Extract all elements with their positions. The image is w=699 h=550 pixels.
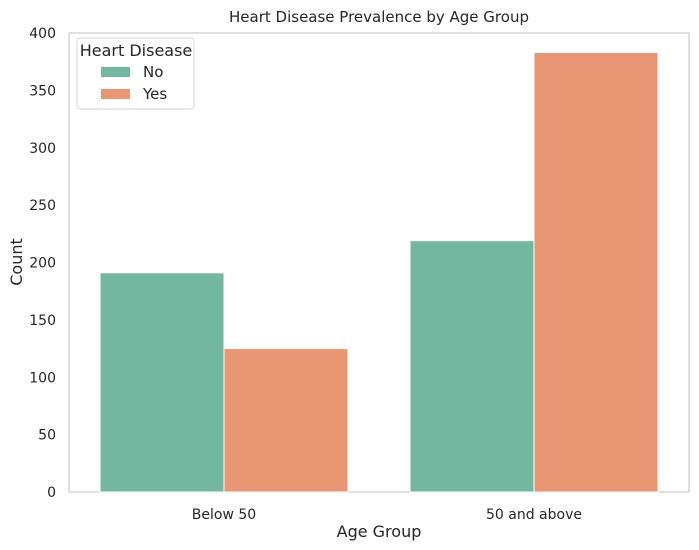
y-tick-label: 250 [29,198,56,214]
x-tick-label: 50 and above [486,507,582,523]
legend-items: No Yes [101,63,167,103]
y-tick-label: 100 [29,370,56,386]
bar-yes-0 [223,348,349,493]
x-axis-label: Age Group [337,522,422,541]
y-tick-label: 0 [47,485,56,501]
y-tick-label: 150 [29,313,56,329]
y-tick-label: 300 [29,141,56,157]
legend-swatch-no [101,67,130,77]
x-axis-ticks: Below 50 50 and above [192,507,582,523]
y-tick-label: 50 [38,428,56,444]
chart-title: Heart Disease Prevalence by Age Group [229,8,529,26]
x-tick-label: Below 50 [192,507,256,523]
y-tick-label: 200 [29,256,56,272]
bar-yes-1 [533,52,659,493]
y-axis-ticks: 0 50 100 150 200 250 300 350 400 [29,26,56,501]
bars [99,52,659,493]
plot-frame [68,32,690,493]
legend-label-no: No [143,63,163,81]
legend-label-yes: Yes [142,85,167,103]
y-axis-label: Count [7,238,26,286]
bar-no-0 [99,272,225,493]
legend: Heart Disease No Yes [76,37,195,110]
bar-no-1 [409,240,535,493]
legend-swatch-yes [101,89,130,99]
legend-title: Heart Disease [80,41,193,60]
y-tick-label: 400 [29,26,56,42]
y-tick-label: 350 [29,83,56,99]
